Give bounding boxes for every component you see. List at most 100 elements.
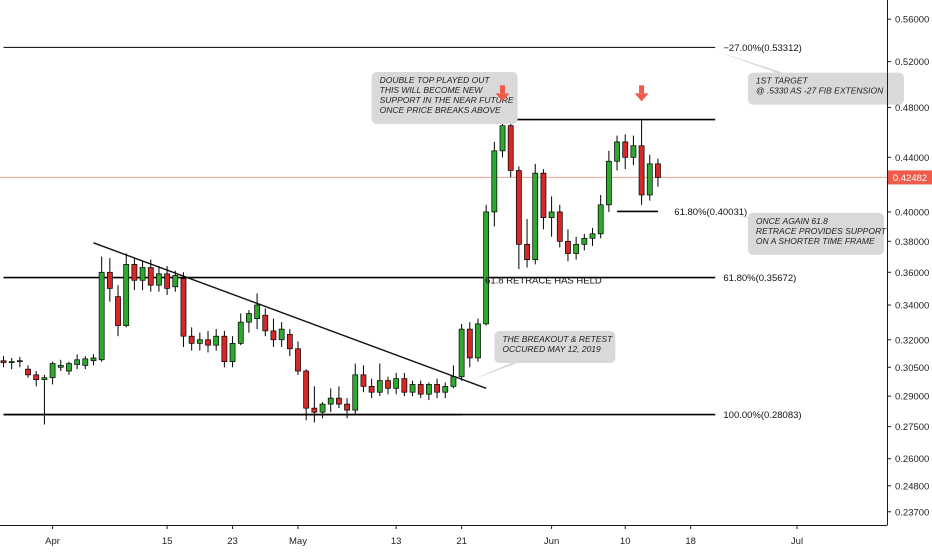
candle <box>597 194 604 239</box>
x-tick-label: 23 <box>227 536 238 547</box>
candle-body-up <box>229 343 236 363</box>
candle <box>409 380 416 397</box>
candle <box>385 376 391 395</box>
candle <box>41 374 48 425</box>
candle-body-up <box>352 374 359 411</box>
y-tick-label: 0.27500 <box>895 422 929 433</box>
y-tick-label: 0.23700 <box>895 507 929 518</box>
candle <box>368 378 375 399</box>
arrows-layer <box>495 85 649 102</box>
y-tick-label: 0.36000 <box>895 268 929 279</box>
candle-body-up <box>196 339 203 344</box>
candle-body-up <box>16 360 23 363</box>
candle-body-down <box>385 380 391 389</box>
candle-body-down <box>262 314 269 332</box>
descending-trendline <box>93 242 487 389</box>
candle <box>311 386 318 423</box>
candle-body-up <box>254 304 260 320</box>
candle <box>434 378 440 399</box>
callout-box <box>371 71 518 124</box>
callout-box <box>747 72 904 105</box>
candle-body-down <box>147 267 154 286</box>
candle <box>352 363 359 415</box>
candle-body-up <box>74 359 81 365</box>
candle-body-up <box>614 141 620 162</box>
candle <box>556 204 563 248</box>
candle-body-up <box>426 384 432 395</box>
callout-note: 1ST TARGET@ .5330 AS -27 FIB EXTENSION <box>715 50 904 105</box>
candle <box>278 322 285 347</box>
candle <box>115 285 121 337</box>
candle <box>246 310 252 333</box>
down-arrow-icon <box>495 85 510 102</box>
candle <box>319 402 326 419</box>
candle <box>442 382 449 399</box>
candle <box>49 361 56 385</box>
candle <box>66 361 72 375</box>
candle-body-down <box>401 378 408 393</box>
candle-body-down <box>655 163 661 178</box>
callout-line: 1ST TARGET <box>756 76 809 86</box>
candle-body-up <box>442 386 449 393</box>
x-tick-label: May <box>289 536 307 547</box>
candle-body-up <box>246 313 252 323</box>
candle-body-up <box>237 321 244 344</box>
callout-line: @ .5330 AS -27 FIB EXTENSION <box>756 86 884 96</box>
candle-body-up <box>573 243 580 254</box>
candle-body-up <box>499 125 506 152</box>
candle <box>139 261 146 291</box>
candle <box>90 354 97 366</box>
y-tick-label: 0.34000 <box>895 301 929 312</box>
candle <box>646 154 653 201</box>
candle-body-down <box>311 407 318 413</box>
callout-line: THE BREAKOUT & RETEST <box>502 334 613 344</box>
candle <box>98 256 105 362</box>
x-tick-label: 13 <box>391 536 402 547</box>
candle <box>327 388 334 413</box>
candle <box>589 227 596 246</box>
candle-body-down <box>524 243 530 261</box>
level-label: 100.00%(0.28083) <box>723 410 801 421</box>
candle-body-up <box>475 323 481 359</box>
candle <box>123 253 130 328</box>
candle <box>458 323 465 381</box>
x-tick-label: Apr <box>45 536 60 547</box>
callout-line: ON A SHORTER TIME FRAME <box>756 236 875 246</box>
callout-pointer <box>715 50 832 89</box>
candle <box>229 336 236 368</box>
candle-body-down <box>0 360 7 363</box>
candle <box>57 359 64 372</box>
candle-body-down <box>188 335 195 344</box>
candle <box>360 365 367 393</box>
candle-body-down <box>286 334 293 350</box>
callout-line: ONCE PRICE BREAKS ABOVE <box>380 105 501 115</box>
candle <box>33 371 40 387</box>
notes-layer: 61.8 RETRACE HAS HELD DOUBLE TOP PLAYED O… <box>371 50 904 381</box>
callout-line: THIS WILL BECOME NEW <box>380 85 484 95</box>
x-tick-label: 21 <box>456 536 467 547</box>
candle <box>581 233 588 251</box>
candle <box>466 322 473 368</box>
candle-body-down <box>565 240 571 254</box>
candle <box>25 365 31 378</box>
candle <box>270 318 277 347</box>
candle-body-up <box>82 358 89 366</box>
candle <box>221 330 228 368</box>
arrow-head <box>634 93 649 102</box>
candle <box>262 308 269 337</box>
candle-body-down <box>295 348 301 372</box>
candle-body-down <box>638 145 645 196</box>
candle <box>156 265 162 292</box>
callout-line: ONCE AGAIN 61.8 <box>756 216 828 226</box>
candle-body-up <box>548 211 555 219</box>
candle <box>180 272 187 347</box>
arrow-shaft <box>500 85 506 94</box>
candle <box>172 270 179 292</box>
candle-body-down <box>303 370 310 409</box>
candle-body-up <box>409 384 416 393</box>
candle <box>295 341 301 375</box>
x-tick-label: Jul <box>791 536 803 547</box>
candle-body-up <box>123 264 130 326</box>
